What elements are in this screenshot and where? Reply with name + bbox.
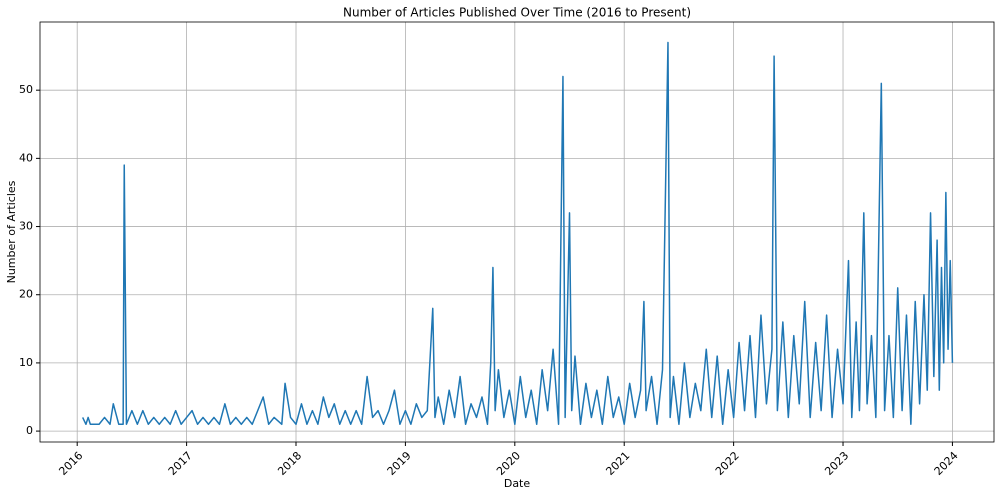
data-line	[81, 41, 954, 426]
x-tick-label: 2020	[494, 449, 523, 478]
y-tick-label: 40	[19, 151, 33, 164]
x-tick-label: 2017	[166, 449, 195, 478]
y-tick-label: 50	[19, 83, 33, 96]
grid: 0 10 20 30 40 50 2016 2017 2018 2019 2020 2021 2022 2…	[19, 22, 994, 478]
x-tick-label: 2023	[822, 449, 851, 478]
y-axis-label: Number of Articles	[5, 180, 18, 283]
y-tick-label: 0	[26, 424, 33, 437]
y-tick-label: 20	[19, 288, 33, 301]
x-axis-label: Date	[504, 477, 531, 490]
plot	[81, 41, 954, 426]
chart-title: Number of Articles Published Over Time (…	[343, 6, 691, 20]
x-tick-label: 2016	[56, 449, 85, 478]
x-tick-label: 2024	[932, 449, 961, 478]
y-tick-label: 10	[19, 356, 33, 369]
x-tick-label: 2021	[603, 449, 632, 478]
plot-frame	[39, 21, 995, 443]
x-tick-label: 2019	[385, 449, 414, 478]
y-tick-label: 30	[19, 220, 33, 233]
x-tick-label: 2022	[713, 449, 742, 478]
x-tick-label: 2018	[275, 449, 304, 478]
